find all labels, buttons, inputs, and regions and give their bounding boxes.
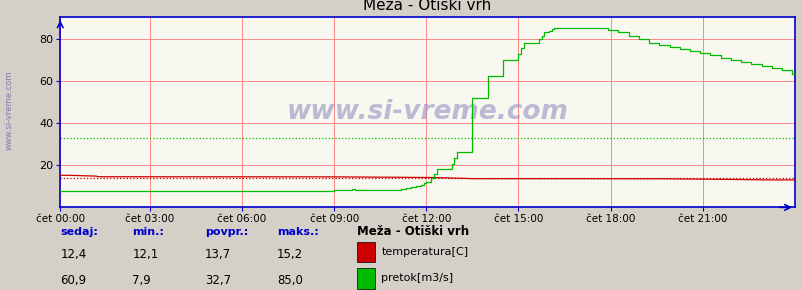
- Text: temperatura[C]: temperatura[C]: [381, 247, 468, 257]
- Text: www.si-vreme.com: www.si-vreme.com: [5, 70, 14, 150]
- Text: 60,9: 60,9: [60, 274, 87, 287]
- Text: maks.:: maks.:: [277, 227, 318, 237]
- Text: 12,4: 12,4: [60, 248, 87, 261]
- Text: 12,1: 12,1: [132, 248, 159, 261]
- Text: 13,7: 13,7: [205, 248, 231, 261]
- Text: povpr.:: povpr.:: [205, 227, 248, 237]
- Text: min.:: min.:: [132, 227, 164, 237]
- Text: sedaj:: sedaj:: [60, 227, 98, 237]
- Text: 32,7: 32,7: [205, 274, 231, 287]
- Text: pretok[m3/s]: pretok[m3/s]: [381, 273, 453, 283]
- Title: Meža - Otiški vrh: Meža - Otiški vrh: [363, 0, 491, 13]
- Text: Meža - Otiški vrh: Meža - Otiški vrh: [357, 225, 469, 238]
- Text: www.si-vreme.com: www.si-vreme.com: [286, 99, 568, 125]
- Text: 7,9: 7,9: [132, 274, 151, 287]
- Text: 85,0: 85,0: [277, 274, 302, 287]
- Text: 15,2: 15,2: [277, 248, 303, 261]
